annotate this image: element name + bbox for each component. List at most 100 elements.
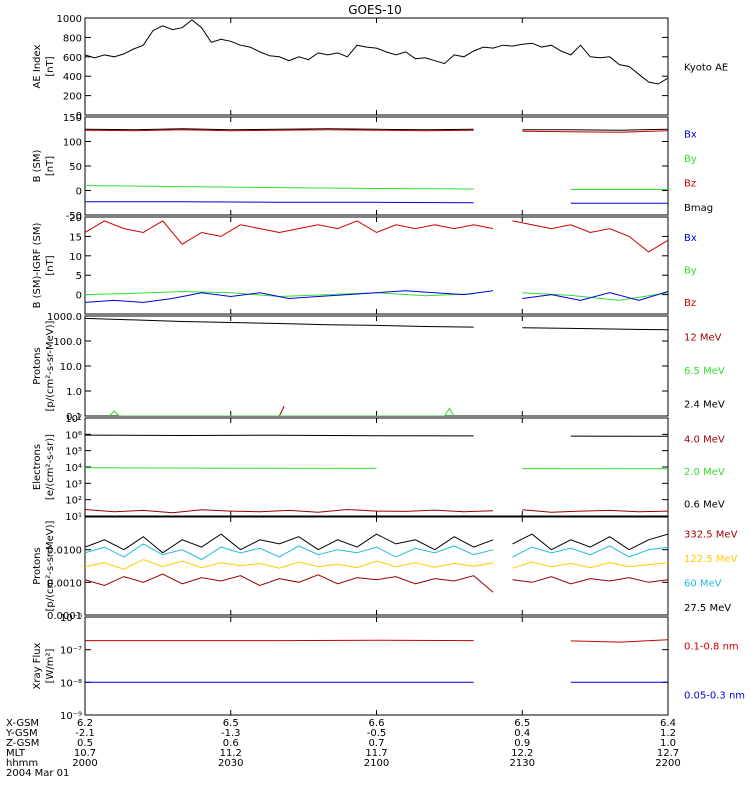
legend-entry: By <box>684 266 697 277</box>
y-tick-label: 10⁷ <box>65 414 82 425</box>
series-line <box>85 185 668 190</box>
ephemeris-value: 0.9 <box>514 738 530 749</box>
ephemeris-value: 1.0 <box>660 738 676 749</box>
ephemeris-label: X-GSM <box>6 718 39 729</box>
y-tick-label: 10⁵ <box>65 447 82 458</box>
y-tick-label: 0.0001 <box>47 611 82 622</box>
legend-entry: Bmag <box>684 203 713 214</box>
ephemeris-value: 2200 <box>655 758 680 769</box>
ephemeris-value: 0.5 <box>77 738 93 749</box>
series-line <box>85 317 668 331</box>
y-tick-label: 0 <box>76 187 82 198</box>
y-axis-label: [p/(cm²-s-sr-MeV)] <box>45 320 56 411</box>
y-tick-label: 600 <box>63 53 82 64</box>
chart-title: GOES-10 <box>348 3 402 17</box>
y-tick-label: 0.0100 <box>47 546 82 557</box>
y-tick-label: 800 <box>63 33 82 44</box>
y-tick-label: 5 <box>76 271 82 282</box>
y-tick-label: 10⁶ <box>65 430 82 441</box>
y-tick-label: 15 <box>69 232 82 243</box>
panel-frame <box>84 216 669 315</box>
x-axis-footer: X-GSM 6.2 6.5 6.6 6.5 6.4 Y-GSM -2.1 -1.3 -0.5 0.4… <box>5 718 681 779</box>
ephemeris-label: MLT <box>6 748 26 759</box>
series-line <box>278 405 285 416</box>
series-line <box>108 407 455 416</box>
ephemeris-value: -0.5 <box>367 728 387 739</box>
legend-entry: 12 MeV <box>684 333 722 344</box>
panel-0: 0 200 400 600 800 1000 AE Index [nT] Kyoto AE <box>32 14 728 122</box>
series-line <box>85 128 668 131</box>
panel-frame <box>84 616 669 716</box>
y-tick-label: 1000 <box>57 14 82 25</box>
y-axis-label: Protons <box>32 347 43 384</box>
y-axis-label: [W/m²] <box>45 648 56 683</box>
y-axis-label: [nT] <box>45 56 56 76</box>
ephemeris-value: 6.2 <box>77 718 93 729</box>
y-tick-label: 200 <box>63 92 82 103</box>
y-axis-label: Protons <box>32 547 43 584</box>
y-tick-label: 10³ <box>65 479 82 490</box>
y-axis-label: B (SM)-IGRF (SM) <box>32 223 43 309</box>
y-tick-label: 50 <box>69 162 82 173</box>
y-tick-label: 10.0 <box>60 362 82 373</box>
legend-entry: 2.0 MeV <box>684 467 725 478</box>
series-line <box>85 467 668 470</box>
y-axis-label: [p/(cm²-s-sr-MeV)] <box>45 520 56 611</box>
y-tick-label: 0 <box>76 111 82 122</box>
y-tick-label: 0.0010 <box>47 578 82 589</box>
ephemeris-value: 10.7 <box>74 748 96 759</box>
panel-frame <box>84 417 669 517</box>
legend-entry: Bx <box>684 233 697 244</box>
legend-entry: Bz <box>684 178 696 189</box>
panel-6: 10⁻⁹ 10⁻⁸ 10⁻⁷ 10⁻⁶ Xray Flux [W/m²] 0.1-0.8 n… <box>32 613 745 722</box>
series-line <box>85 543 668 561</box>
legend-entry: 122.5 MeV <box>684 554 738 565</box>
legend-entry: 0.1-0.8 nm <box>684 642 739 653</box>
ephemeris-value: 11.2 <box>220 748 242 759</box>
ephemeris-value: 12.2 <box>511 748 533 759</box>
ephemeris-value: 12.7 <box>657 748 679 759</box>
panel-3: 0.1 1.0 10.0 100.0 1000.0 Protons [p/(cm²-s-sr… <box>32 312 725 423</box>
series-line <box>85 573 668 593</box>
y-tick-label: 100.0 <box>53 337 82 348</box>
legend-entry: 60 MeV <box>684 578 722 589</box>
y-axis-label: B (SM) <box>32 149 43 182</box>
ephemeris-value: 0.4 <box>514 728 530 739</box>
y-axis-label: [nT] <box>45 255 56 275</box>
y-tick-label: 100 <box>63 138 82 149</box>
y-tick-label: 400 <box>63 72 82 83</box>
y-tick-label: 1000.0 <box>47 312 82 323</box>
panel-2: 0 5 10 15 20 B (SM)-IGRF (SM) [nT] Bx By Bz <box>32 213 697 315</box>
legend-entry: By <box>684 154 697 165</box>
y-tick-label: 10⁴ <box>65 463 82 474</box>
y-tick-label: 10² <box>65 496 82 507</box>
y-tick-label: -50 <box>66 211 82 222</box>
ephemeris-value: 0.6 <box>223 738 239 749</box>
series-line <box>85 290 668 303</box>
y-axis-label: AE Index <box>32 44 43 88</box>
series-line <box>85 201 668 204</box>
ephemeris-value: -1.3 <box>221 728 241 739</box>
ephemeris-label: Z-GSM <box>6 738 39 749</box>
y-tick-label: 0 <box>76 291 82 302</box>
ephemeris-value: 2100 <box>364 758 389 769</box>
legend-entry: 2.4 MeV <box>684 399 725 410</box>
y-tick-label: 10⁻⁹ <box>60 711 82 722</box>
y-tick-label: 10⁻⁷ <box>60 646 82 657</box>
y-tick-label: 10¹ <box>65 512 82 523</box>
ephemeris-label: hhmm <box>6 758 38 769</box>
y-tick-label: 10⁻⁸ <box>60 678 82 689</box>
ephemeris-value: 2130 <box>510 758 535 769</box>
legend-entry: 27.5 MeV <box>684 603 731 614</box>
panel-4: 10¹ 10² 10³ 10⁴ 10⁵ 10⁶ 10⁷ Electrons [e/(cm²-s-… <box>32 414 725 523</box>
ephemeris-value: 6.5 <box>223 718 239 729</box>
y-axis-label: Electrons <box>32 444 43 490</box>
ephemeris-value: 2030 <box>218 758 243 769</box>
y-axis-label: Xray Flux <box>32 642 43 689</box>
series-line <box>85 639 668 643</box>
y-tick-label: 10 <box>69 252 82 263</box>
ephemeris-value: 2000 <box>72 758 97 769</box>
legend-entry: 6.5 MeV <box>684 366 725 377</box>
series-line <box>85 129 668 133</box>
